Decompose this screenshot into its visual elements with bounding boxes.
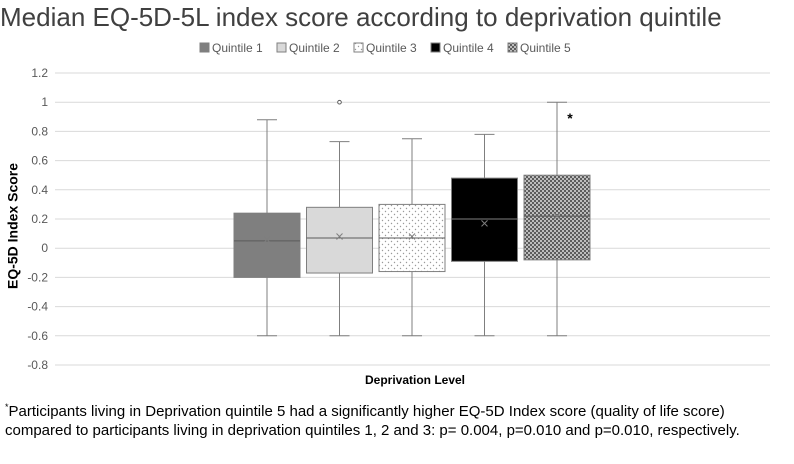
legend-label: Quintile 5 [520, 41, 571, 55]
box-quintile-3 [378, 138, 446, 337]
x-axis-label: Deprivation Level [365, 373, 465, 387]
box-quintile-4 [451, 133, 518, 337]
iqr-box [523, 174, 591, 261]
box-plot-chart: -0.8 -0.6 -0.4 -0.2 0 0.2 0.4 0.6 0.8 1 1.2 * Quin… [5, 41, 770, 387]
y-axis-label: EQ-5D Index Score [5, 163, 21, 289]
y-tick-label: 0.6 [31, 154, 48, 168]
mean-marker [263, 236, 271, 243]
legend-swatch [353, 42, 364, 53]
y-axis-ticks: -0.8 -0.6 -0.4 -0.2 0 0.2 0.4 0.6 0.8 1 1.2 [27, 66, 48, 372]
significance-marker: * [567, 110, 573, 126]
legend-swatch [276, 42, 287, 53]
y-tick-label: 0 [41, 241, 48, 255]
y-tick-label: -0.2 [27, 270, 48, 284]
box-quintile-5: * [523, 101, 591, 337]
y-tick-label: 0.2 [31, 212, 48, 226]
y-tick-label: -0.6 [27, 329, 48, 343]
y-tick-label: 0.4 [31, 183, 48, 197]
legend-label: Quintile 1 [212, 41, 263, 55]
mean-marker [553, 212, 561, 220]
y-tick-label: 0.8 [31, 124, 48, 138]
iqr-box [233, 212, 301, 278]
box-quintile-1 [233, 119, 301, 337]
legend-swatch [507, 42, 518, 53]
chart-title: Median EQ-5D-5L index score according to… [0, 2, 722, 32]
y-tick-label: 1.2 [31, 66, 48, 80]
outlier-point [337, 99, 342, 105]
legend: Quintile 1 Quintile 2 Quintile 3 Quintile 4… [199, 41, 571, 55]
footnote: *Participants living in Deprivation quin… [5, 398, 790, 440]
legend-label: Quintile 2 [289, 41, 340, 55]
footnote-text: Participants living in Deprivation quint… [5, 403, 740, 439]
box-quintile-2 [306, 99, 373, 337]
legend-label: Quintile 3 [366, 41, 417, 55]
legend-swatch [199, 42, 210, 53]
y-tick-label: 1 [41, 95, 48, 109]
mean-marker [336, 233, 343, 240]
footnote-marker: * [5, 402, 9, 412]
iqr-box [306, 206, 373, 274]
y-tick-label: -0.4 [27, 300, 48, 314]
legend-swatch [430, 42, 441, 53]
iqr-box [451, 177, 518, 262]
y-tick-label: -0.8 [27, 358, 48, 372]
mean-marker [408, 233, 416, 240]
boxes: * [233, 99, 591, 337]
mean-marker [481, 220, 488, 227]
legend-label: Quintile 4 [443, 41, 494, 55]
